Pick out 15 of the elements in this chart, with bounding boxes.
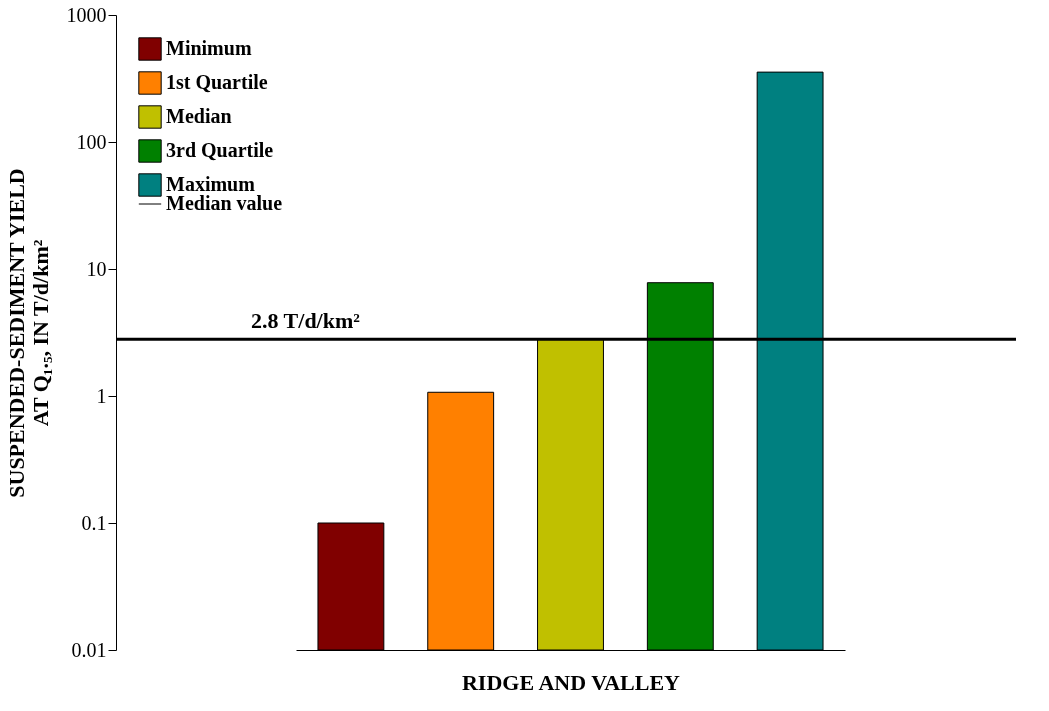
y-tick-label: 0.01: [71, 638, 107, 661]
y-tick-label: 1: [96, 384, 107, 407]
y-tick-label: 10: [86, 257, 107, 280]
legend-label: Maximum: [166, 173, 256, 195]
x-axis-title: RIDGE AND VALLEY: [461, 669, 681, 695]
y-axis-title: SUSPENDED-SEDIMENT YIELD AT Q₁.₅, IN T/d/km²: [3, 168, 53, 498]
annotation: 2.8 T/d/km²: [251, 308, 361, 334]
legend-label: Minimum: [166, 37, 252, 59]
legend-label: Median: [166, 105, 232, 127]
legend-label: 3rd Quartile: [166, 139, 274, 161]
y-tick-label: 0.1: [81, 511, 107, 534]
legend-label: 1st Quartile: [166, 71, 268, 93]
y-tick-label: 1000: [66, 3, 107, 26]
legend-label: Median value: [166, 192, 283, 214]
y-tick-label: 100: [76, 130, 107, 153]
